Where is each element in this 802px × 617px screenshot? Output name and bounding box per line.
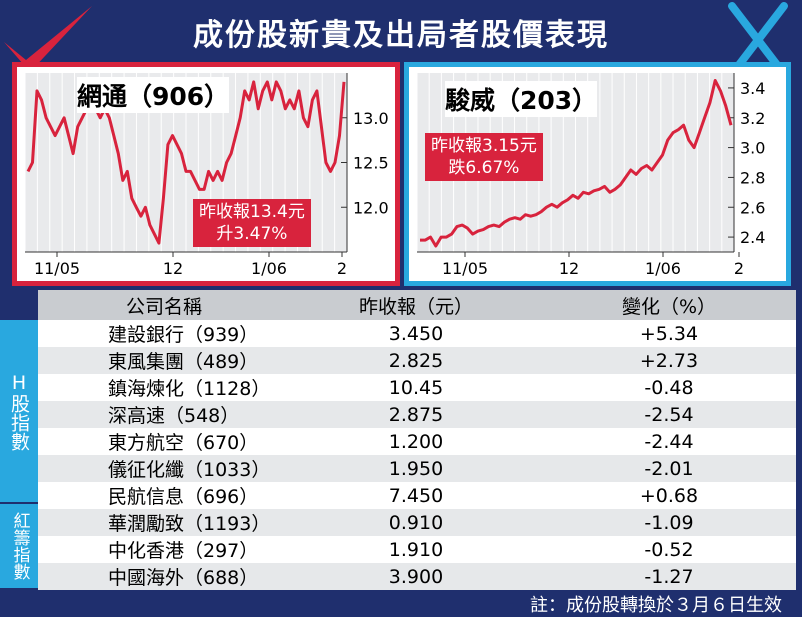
group-label-red-chips: 紅籌指數 (0, 504, 38, 588)
x-tick-label: 11/05 (34, 259, 80, 278)
table-row: 民航信息（696） 7.450 +0.68 (38, 482, 796, 509)
change-pct: -1.09 (542, 509, 796, 536)
close-price: 1.910 (290, 536, 542, 563)
header-close: 昨收報（元） (290, 290, 542, 320)
note-906: 昨收報13.4元 升3.47% (193, 199, 311, 247)
x-tick-label: 11/05 (442, 259, 488, 278)
company-name: 鎮海煉化（1128） (38, 374, 290, 401)
y-tick-label: 12.5 (353, 154, 389, 173)
close-price: 1.200 (290, 428, 542, 455)
close-price: 2.875 (290, 401, 542, 428)
table-row: 建設銀行（939） 3.450 +5.34 (38, 320, 796, 347)
company-name: 中化香港（297） (38, 536, 290, 563)
company-name: 儀征化纖（1033） (38, 455, 290, 482)
y-tick-label: 2.4 (740, 228, 765, 247)
price-line (420, 79, 733, 248)
change-pct: -0.48 (542, 374, 796, 401)
x-tick-label: 12 (163, 259, 183, 278)
y-tick-label: 13.0 (353, 109, 389, 128)
close-price: 1.950 (290, 455, 542, 482)
note-203: 昨收報3.15元 跌6.67% (425, 133, 543, 181)
table-row: 儀征化纖（1033） 1.950 -2.01 (38, 455, 796, 482)
footer-note: 註：成份股轉換於３月６日生效 (530, 595, 782, 616)
close-price: 3.900 (290, 563, 542, 590)
change-pct: -1.27 (542, 563, 796, 590)
stock-name-203: 駿威（203） (445, 81, 598, 117)
close-price: 7.450 (290, 482, 542, 509)
change-pct: +5.34 (542, 320, 796, 347)
chart-panel-906: 12.0 12.5 13.0 11/05 12 1/06 2 網通（906） 昨收報13.4… (12, 62, 400, 286)
company-name: 東方航空（670） (38, 428, 290, 455)
note-203-line1: 昨收報3.15元 (431, 136, 537, 156)
close-price: 2.825 (290, 347, 542, 374)
note-203-line2: 跌6.67% (448, 158, 520, 178)
change-pct: +0.68 (542, 482, 796, 509)
company-name: 深高速（548） (38, 401, 290, 428)
y-tick-label: 2.6 (740, 198, 765, 217)
change-pct: -2.01 (542, 455, 796, 482)
x-tick-label: 2 (734, 259, 744, 278)
company-name: 東風集團（489） (38, 347, 290, 374)
table-row: 深高速（548） 2.875 -2.54 (38, 401, 796, 428)
y-tick-label: 3.0 (740, 139, 765, 158)
close-price: 0.910 (290, 509, 542, 536)
table-row: 鎮海煉化（1128） 10.45 -0.48 (38, 374, 796, 401)
chart-panel-203: 2.4 2.6 2.8 3.0 3.2 3.4 11/05 12 1/06 2 駿威（203） 昨… (404, 62, 791, 286)
change-pct: -0.52 (542, 536, 796, 563)
table-header-row: 公司名稱 昨收報（元） 變化（%） (38, 290, 796, 320)
stock-table: 公司名稱 昨收報（元） 變化（%） 建設銀行（939） 3.450 +5.34 … (38, 290, 796, 590)
close-price: 10.45 (290, 374, 542, 401)
table-row: 中化香港（297） 1.910 -0.52 (38, 536, 796, 563)
table-row: 華潤勵致（1193） 0.910 -1.09 (38, 509, 796, 536)
company-name: 建設銀行（939） (38, 320, 290, 347)
table-row: 東方航空（670） 1.200 -2.44 (38, 428, 796, 455)
change-pct: +2.73 (542, 347, 796, 374)
note-906-line1: 昨收報13.4元 (199, 202, 305, 222)
table-row: 中國海外（688） 3.900 -1.27 (38, 563, 796, 590)
y-tick-label: 12.0 (353, 198, 389, 217)
x-tick-label: 2 (337, 259, 347, 278)
group-label-h-shares: H股指數 (0, 320, 38, 502)
header-change: 變化（%） (542, 290, 796, 320)
x-tick-label: 1/06 (251, 259, 287, 278)
y-tick-label: 2.8 (740, 168, 765, 187)
stock-name-906: 網通（906） (77, 77, 230, 113)
y-tick-label: 3.2 (740, 109, 765, 128)
header-company: 公司名稱 (38, 290, 290, 320)
stock-table-section: H股指數 紅籌指數 公司名稱 昨收報（元） 變化（%） 建設銀行（939） 3.… (0, 290, 802, 590)
page-title: 成份股新貴及出局者股價表現 (193, 18, 609, 53)
company-name: 華潤勵致（1193） (38, 509, 290, 536)
close-price: 3.450 (290, 320, 542, 347)
change-pct: -2.54 (542, 401, 796, 428)
x-tick-label: 12 (559, 259, 579, 278)
price-line (26, 80, 346, 245)
company-name: 中國海外（688） (38, 563, 290, 590)
change-pct: -2.44 (542, 428, 796, 455)
x-tick-label: 1/06 (645, 259, 681, 278)
y-tick-label: 3.4 (740, 79, 765, 98)
title-bar: 成份股新貴及出局者股價表現 (0, 0, 802, 56)
note-906-line2: 升3.47% (216, 224, 288, 244)
company-name: 民航信息（696） (38, 482, 290, 509)
table-row: 東風集團（489） 2.825 +2.73 (38, 347, 796, 374)
